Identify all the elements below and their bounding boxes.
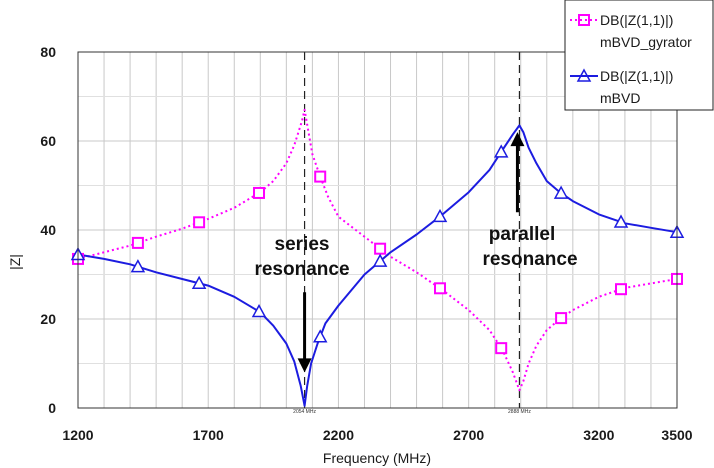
- x-tick-label: 3500: [661, 427, 692, 443]
- series-marker-square: [253, 186, 266, 199]
- series-marker-triangle: [312, 329, 328, 343]
- series-marker-square: [131, 236, 144, 249]
- legend-label-gyrator-line1: DB(|Z(1,1)|): [600, 12, 673, 28]
- plot-frame: [77, 51, 678, 409]
- y-tick-label: 20: [40, 311, 56, 327]
- legend-label-mbvd-line1: DB(|Z(1,1)|): [600, 68, 673, 84]
- resonance-marker-label: 2888 MHz: [508, 409, 531, 415]
- y-tick-label: 60: [40, 133, 56, 149]
- series-marker-triangle: [251, 303, 267, 318]
- annotation-arrow-head: [297, 358, 312, 373]
- annotations: series resonance parallel resonance: [254, 132, 578, 373]
- x-tick-label: 2700: [453, 427, 484, 443]
- y-tick-label: 0: [48, 400, 56, 416]
- annotation-series-line2: resonance: [254, 259, 349, 280]
- series-marker-square: [374, 242, 387, 255]
- y-tick-label: 80: [40, 44, 56, 60]
- series-marker-square: [434, 282, 447, 295]
- x-tick-label: 3200: [583, 427, 614, 443]
- y-axis-title: |Z|: [7, 254, 23, 270]
- series-marker-square: [193, 216, 206, 229]
- annotation-parallel-line1: parallel: [489, 224, 556, 245]
- series-marker-triangle: [191, 275, 207, 290]
- annotation-parallel-line2: resonance: [482, 249, 577, 270]
- resonance-marker-label: 2054 MHz: [293, 409, 316, 415]
- series-marker-square: [495, 342, 508, 355]
- series-marker-triangle: [613, 214, 629, 228]
- series-marker-square: [615, 283, 628, 296]
- legend: DB(|Z(1,1)|) mBVD_gyrator DB(|Z(1,1)|) m…: [564, 0, 714, 111]
- series-marker-square: [555, 312, 568, 325]
- legend-marker-gyrator: [578, 14, 590, 26]
- x-tick-label: 1200: [62, 427, 93, 443]
- x-axis-title: Frequency (MHz): [323, 450, 431, 466]
- series-marker-square: [314, 170, 327, 183]
- series-layer: [70, 108, 685, 407]
- legend-label-gyrator-line2: mBVD_gyrator: [600, 34, 692, 50]
- resonance-markers: 2054 MHz 2888 MHz: [293, 52, 531, 415]
- series-line-1: [77, 124, 678, 407]
- series-marker-triangle: [553, 185, 569, 199]
- x-tick-label: 2200: [323, 427, 354, 443]
- series-marker-triangle: [432, 208, 448, 223]
- series-marker-triangle: [372, 253, 388, 267]
- annotation-arrow-head: [510, 132, 525, 147]
- annotation-series-line1: series: [275, 234, 330, 255]
- series-marker-triangle: [130, 259, 146, 273]
- legend-label-mbvd-line2: mBVD: [600, 90, 640, 106]
- legend-marker-mbvd: [576, 68, 592, 82]
- series-marker-triangle: [493, 144, 509, 158]
- series-line-0: [77, 108, 678, 392]
- axis-ticks: 1200 1700 2200 2700 3200 3500 0 20 40 60 80: [40, 44, 692, 443]
- x-tick-label: 1700: [193, 427, 224, 443]
- y-tick-label: 40: [40, 222, 56, 238]
